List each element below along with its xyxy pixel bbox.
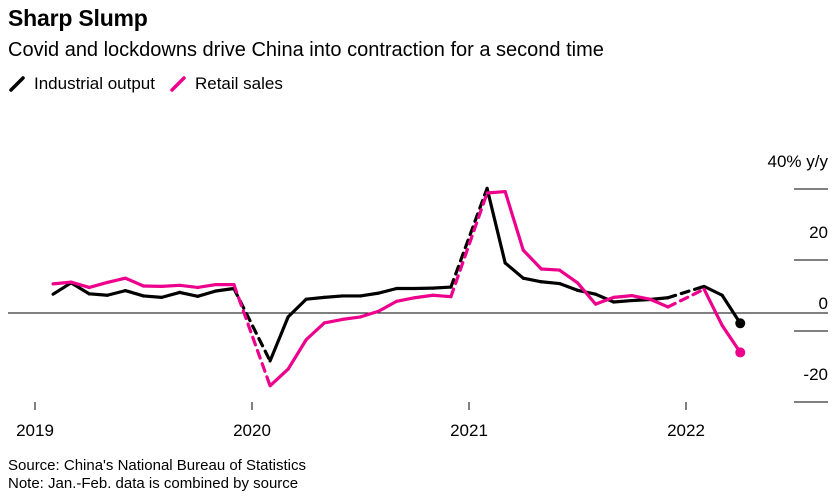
series-segment-industrial-output bbox=[521, 276, 543, 284]
series-segment-retail-sales bbox=[196, 283, 218, 290]
series-segment-retail-sales bbox=[413, 293, 435, 300]
legend-label-retail-sales: Retail sales bbox=[194, 74, 283, 93]
series-segment-industrial-output bbox=[376, 286, 399, 295]
series-segment-industrial-output bbox=[123, 289, 146, 298]
series-segment-industrial-output bbox=[304, 295, 326, 301]
y-tick-label: 20 bbox=[809, 223, 828, 242]
series-segment-retail-sales bbox=[123, 276, 146, 288]
series-endpoint-retail-sales bbox=[735, 347, 746, 358]
legend-swatch-retail-sales bbox=[170, 76, 186, 92]
series-segment-industrial-output bbox=[322, 294, 345, 299]
series-segment-industrial-output bbox=[286, 297, 308, 319]
series-segment-retail-sales bbox=[593, 295, 616, 306]
legend-swatch-industrial-output bbox=[9, 76, 25, 92]
series-segment-retail-sales bbox=[159, 283, 182, 288]
series-segment-retail-sales bbox=[720, 323, 742, 355]
y-tick-label: 40% y/y bbox=[768, 152, 829, 171]
source-note: Source: China's National Bureau of Stati… bbox=[8, 457, 306, 493]
series-segment-retail-sales bbox=[449, 191, 489, 299]
series-segment-retail-sales bbox=[395, 296, 417, 303]
series-segment-industrial-output bbox=[720, 293, 742, 325]
series-segment-retail-sales bbox=[268, 367, 290, 388]
series-segment-retail-sales bbox=[340, 315, 363, 321]
series-segment-retail-sales bbox=[69, 280, 91, 290]
series-segment-industrial-output bbox=[141, 294, 164, 299]
series-segment-industrial-output bbox=[612, 298, 634, 304]
series-segment-industrial-output bbox=[702, 284, 724, 297]
series-endpoint-industrial-output bbox=[735, 318, 746, 329]
series-segment-retail-sales bbox=[648, 297, 670, 309]
series-segment-retail-sales bbox=[286, 338, 308, 371]
series-segment-retail-sales bbox=[521, 248, 543, 271]
y-tick-label: -20 bbox=[803, 365, 828, 384]
series-segment-retail-sales bbox=[431, 293, 453, 299]
series-segment-industrial-output bbox=[539, 280, 562, 286]
x-tick-label: 2019 bbox=[16, 421, 54, 440]
series-segment-retail-sales bbox=[702, 287, 724, 328]
series-segment-retail-sales bbox=[630, 294, 652, 301]
x-tick-label: 2020 bbox=[233, 421, 271, 440]
note-text: Note: Jan.-Feb. data is combined by sour… bbox=[8, 475, 299, 492]
series-segment-retail-sales bbox=[358, 309, 381, 319]
series-segment-retail-sales bbox=[503, 189, 525, 252]
series-segment-retail-sales bbox=[178, 283, 200, 290]
legend-label-industrial-output: Industrial output bbox=[34, 74, 155, 93]
series-segment-retail-sales bbox=[612, 294, 634, 299]
series-segment-retail-sales bbox=[322, 317, 345, 325]
series-segment-retail-sales bbox=[557, 268, 580, 285]
series-segment-industrial-output bbox=[666, 284, 706, 300]
series-segment-retail-sales bbox=[87, 280, 109, 290]
series-segment-industrial-output bbox=[358, 291, 381, 298]
source-text: Source: China's National Bureau of Stati… bbox=[8, 457, 307, 474]
legend-item-industrial-output: Industrial output bbox=[8, 74, 155, 94]
series-segment-retail-sales bbox=[376, 299, 399, 313]
series-segment-retail-sales bbox=[51, 280, 73, 286]
series-segment-industrial-output bbox=[268, 315, 290, 363]
chart-subtitle: Covid and lockdowns drive China into con… bbox=[8, 39, 604, 61]
series-segment-retail-sales bbox=[539, 267, 562, 272]
series-segment-industrial-output bbox=[51, 281, 73, 296]
series-segment-retail-sales bbox=[666, 287, 706, 309]
legend-item-retail-sales: Retail sales bbox=[169, 74, 283, 94]
y-tick-label: 0 bbox=[819, 294, 828, 313]
series-segment-retail-sales bbox=[232, 283, 272, 388]
series-segment-industrial-output bbox=[431, 285, 453, 290]
series-segment-industrial-output bbox=[503, 261, 525, 280]
series-segment-industrial-output bbox=[196, 289, 218, 298]
series-segment-industrial-output bbox=[178, 290, 200, 298]
series-segment-industrial-output bbox=[159, 290, 182, 299]
series-segment-industrial-output bbox=[557, 281, 580, 292]
x-tick-label: 2021 bbox=[450, 421, 488, 440]
x-tick-label: 2022 bbox=[667, 421, 705, 440]
series-segment-industrial-output bbox=[449, 186, 489, 289]
series-segment-retail-sales bbox=[304, 321, 326, 342]
series-segment-industrial-output bbox=[214, 286, 236, 293]
series-segment-industrial-output bbox=[485, 186, 507, 265]
series-segment-industrial-output bbox=[87, 292, 109, 297]
series-segment-industrial-output bbox=[593, 292, 616, 304]
series-segment-retail-sales bbox=[105, 276, 128, 285]
series-segment-industrial-output bbox=[105, 289, 128, 297]
series-segment-retail-sales bbox=[485, 189, 507, 195]
series-segment-retail-sales bbox=[575, 281, 598, 306]
legend: Industrial output Retail sales bbox=[8, 74, 297, 94]
chart-title: Sharp Slump bbox=[8, 5, 148, 31]
